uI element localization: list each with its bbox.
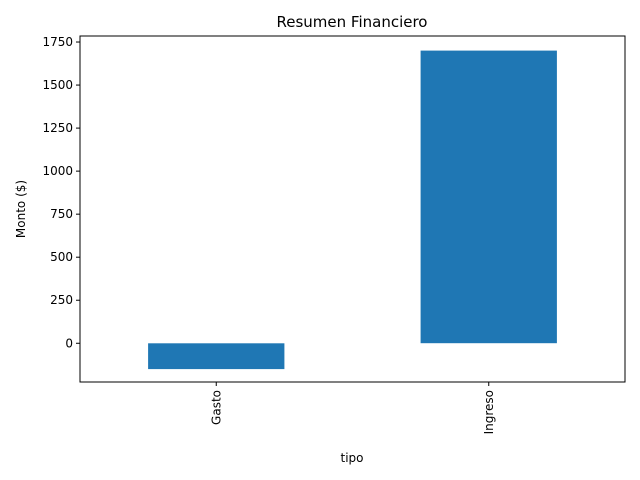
plot-frame [79, 35, 626, 383]
y-tick-label-500: 500 [50, 250, 73, 264]
y-tick-label-1250: 1250 [42, 121, 73, 135]
y-tick-label-750: 750 [50, 207, 73, 221]
x-axis-label: tipo [341, 451, 364, 465]
y-axis: 0 250 500 750 1000 1250 1500 1750 [42, 35, 80, 350]
chart-title: Resumen Financiero [277, 13, 428, 31]
y-axis-label: Monto ($) [14, 180, 28, 238]
y-tick-label-0: 0 [65, 336, 73, 350]
y-tick-label-250: 250 [50, 293, 73, 307]
x-tick-label-ingreso: Ingreso [482, 390, 496, 434]
y-tick-label-1000: 1000 [42, 164, 73, 178]
y-tick-label-1500: 1500 [42, 78, 73, 92]
x-axis: Gasto Ingreso [209, 382, 496, 434]
x-tick-label-gasto: Gasto [209, 390, 223, 425]
bar-gasto [148, 343, 285, 370]
bars-group [148, 50, 557, 370]
bar-ingreso [420, 50, 557, 344]
y-tick-label-1750: 1750 [42, 35, 73, 49]
